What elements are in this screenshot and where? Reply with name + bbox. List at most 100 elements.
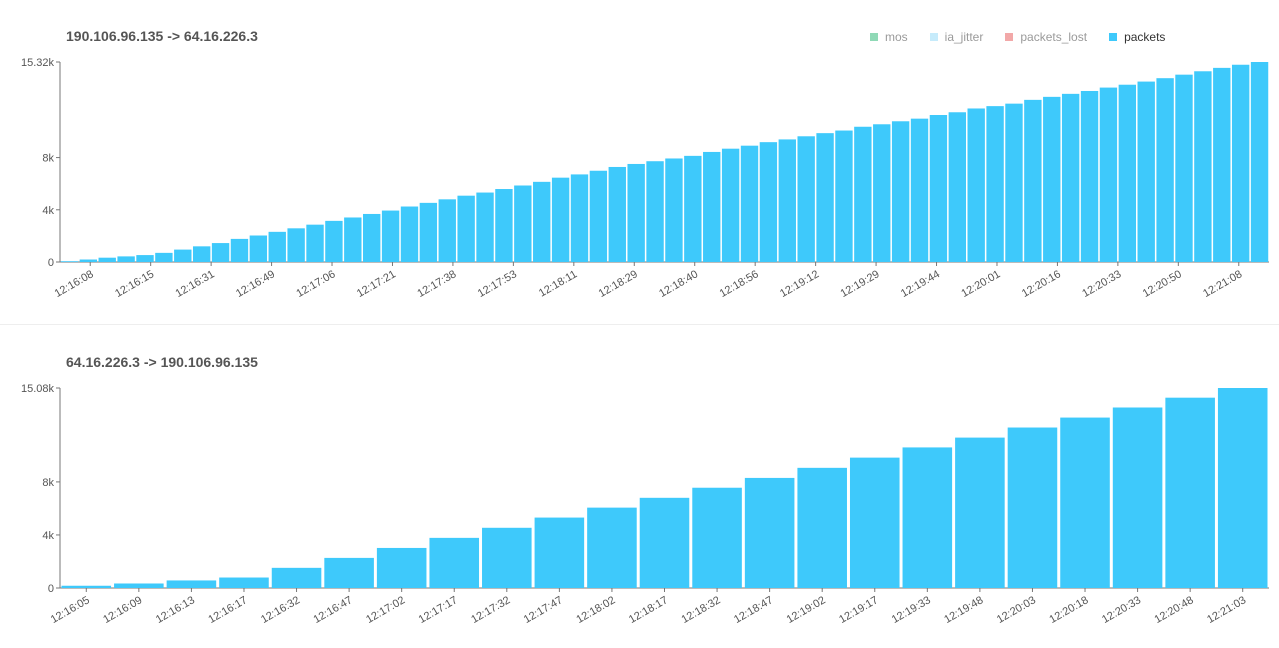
bar[interactable] <box>1175 74 1193 263</box>
bar[interactable] <box>136 255 154 262</box>
bar[interactable] <box>948 112 966 262</box>
bar[interactable] <box>570 174 589 262</box>
bar[interactable] <box>287 228 305 262</box>
bar[interactable] <box>1099 87 1118 263</box>
bar[interactable] <box>778 139 796 262</box>
legend-item-mos[interactable]: mos <box>870 30 908 44</box>
bar[interactable] <box>117 256 135 262</box>
bar[interactable] <box>324 557 374 588</box>
bar[interactable] <box>363 213 381 262</box>
bar[interactable] <box>627 163 645 262</box>
bar[interactable] <box>482 527 532 588</box>
bar[interactable] <box>1060 417 1110 588</box>
bar[interactable] <box>495 189 513 262</box>
bar[interactable] <box>1231 64 1250 262</box>
bar[interactable] <box>929 115 948 262</box>
bar[interactable] <box>1080 90 1099 262</box>
bar[interactable] <box>1024 99 1042 262</box>
bar[interactable] <box>873 124 891 262</box>
bar[interactable] <box>534 517 585 588</box>
bar[interactable] <box>230 238 249 262</box>
bar[interactable] <box>271 567 322 588</box>
bar[interactable] <box>816 133 834 262</box>
bar[interactable] <box>1061 93 1080 262</box>
bar[interactable] <box>174 249 192 262</box>
bar[interactable] <box>955 437 1005 588</box>
bar[interactable] <box>381 210 400 262</box>
bar[interactable] <box>514 185 532 262</box>
bar[interactable] <box>665 158 683 262</box>
bar-chart-upstream: 0 4k 8k 15.32k 12:16:08 12:16:15 12:16:31 12:16… <box>21 57 1269 300</box>
x-tick-label: 12:19:17 <box>837 594 880 626</box>
legend-item-ia-jitter[interactable]: ia_jitter <box>929 30 983 44</box>
bar[interactable] <box>910 118 929 263</box>
bar[interactable] <box>1156 78 1174 262</box>
bar[interactable] <box>400 206 419 262</box>
bar[interactable] <box>1250 62 1269 262</box>
bar[interactable] <box>759 142 778 262</box>
x-tick-label: 12:20:33 <box>1100 594 1143 626</box>
bar[interactable] <box>155 252 173 262</box>
bar[interactable] <box>551 177 570 262</box>
bar[interactable] <box>429 537 480 588</box>
bar[interactable] <box>306 224 324 262</box>
bar[interactable] <box>1005 103 1023 263</box>
bar[interactable] <box>646 161 664 262</box>
bar[interactable] <box>419 202 438 262</box>
legend-item-packets[interactable]: packets <box>1109 30 1165 44</box>
bar[interactable] <box>721 148 740 262</box>
bar[interactable] <box>1043 96 1061 262</box>
bar[interactable] <box>902 447 953 588</box>
bar[interactable] <box>1213 67 1231 263</box>
bar[interactable] <box>1165 397 1215 588</box>
legend-label: mos <box>885 30 908 44</box>
bar[interactable] <box>61 585 112 588</box>
x-tick-label: 12:16:49 <box>234 268 277 300</box>
bar[interactable] <box>684 155 702 262</box>
bar[interactable] <box>608 166 626 262</box>
bar[interactable] <box>98 257 116 262</box>
x-tick-label: 12:16:17 <box>206 594 249 626</box>
bar[interactable] <box>192 246 211 262</box>
bar[interactable] <box>114 583 164 588</box>
bar[interactable] <box>587 507 637 588</box>
bar[interactable] <box>1007 427 1058 588</box>
bar[interactable] <box>849 457 900 588</box>
bar[interactable] <box>219 577 269 588</box>
legend-swatch-ia-jitter <box>929 33 938 41</box>
bar[interactable] <box>344 217 362 262</box>
bar[interactable] <box>476 192 494 262</box>
bar[interactable] <box>1194 71 1212 263</box>
bar[interactable] <box>211 243 230 262</box>
bar[interactable] <box>438 199 456 262</box>
bar[interactable] <box>457 195 475 262</box>
bar[interactable] <box>692 487 742 588</box>
bar[interactable] <box>376 547 427 588</box>
bar[interactable] <box>1137 81 1155 262</box>
bar[interactable] <box>1112 407 1163 588</box>
bar[interactable] <box>249 235 268 262</box>
bar[interactable] <box>325 220 343 262</box>
bar[interactable] <box>986 106 1004 262</box>
bar[interactable] <box>797 136 815 262</box>
bar[interactable] <box>835 130 853 262</box>
bar[interactable] <box>639 497 690 588</box>
bar[interactable] <box>60 261 79 262</box>
bar[interactable] <box>1118 84 1137 262</box>
bar[interactable] <box>891 121 910 263</box>
bar[interactable] <box>1217 388 1268 588</box>
x-tick-label: 12:19:02 <box>785 594 828 626</box>
bar[interactable] <box>967 108 985 263</box>
bar[interactable] <box>744 477 795 588</box>
bar[interactable] <box>854 126 872 263</box>
bar[interactable] <box>166 580 217 588</box>
bar[interactable] <box>589 170 608 262</box>
x-tick-label: 12:20:18 <box>1047 594 1090 626</box>
legend-item-packets-lost[interactable]: packets_lost <box>1005 30 1087 44</box>
bar[interactable] <box>533 181 551 262</box>
bar[interactable] <box>79 259 98 262</box>
bar[interactable] <box>740 145 759 262</box>
bar[interactable] <box>703 151 721 262</box>
bar[interactable] <box>268 231 286 262</box>
bar[interactable] <box>797 467 847 588</box>
